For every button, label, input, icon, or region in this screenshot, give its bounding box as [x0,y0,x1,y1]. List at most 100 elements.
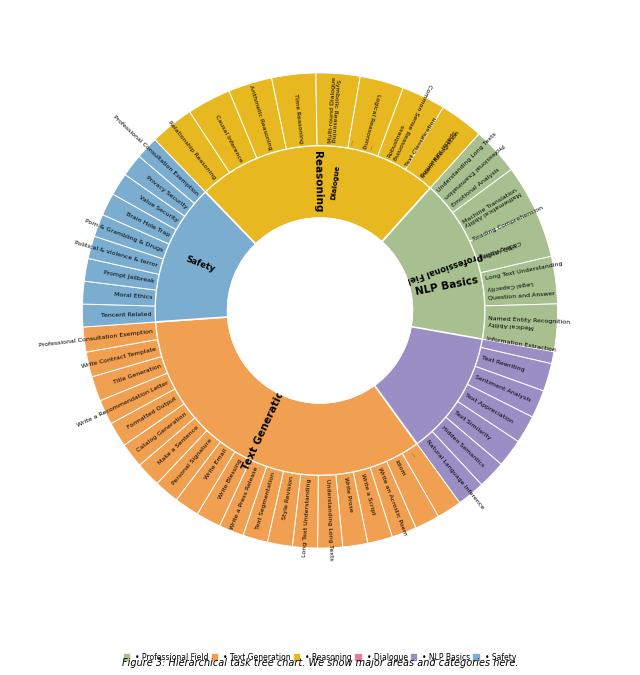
Wedge shape [88,236,163,274]
Wedge shape [480,251,556,289]
Text: Write Prose: Write Prose [342,477,353,512]
Text: Multi-round Dialogue: Multi-round Dialogue [328,76,337,142]
Text: Robustness: Robustness [387,124,406,158]
Wedge shape [353,468,392,543]
Text: Write a Script: Write a Script [360,472,376,515]
Text: Write an Acrostic Poem: Write an Acrostic Poem [378,467,408,537]
Text: Safety: Safety [184,254,216,274]
Legend: • Professional Field, • Text Generation, • Reasoning, • Dialogue, • NLP Basics, : • Professional Field, • Text Generation,… [122,651,518,663]
Wedge shape [320,146,360,221]
Wedge shape [387,454,438,528]
Wedge shape [446,402,518,464]
Text: Text Similarity: Text Similarity [453,410,492,440]
Wedge shape [271,73,317,149]
Text: Political & violence & terror: Political & violence & terror [74,240,159,268]
Wedge shape [417,431,481,503]
Wedge shape [342,151,485,444]
Text: Understanding Long Texts: Understanding Long Texts [324,479,333,560]
Wedge shape [94,215,169,259]
Text: Common Sense Reasoning: Common Sense Reasoning [391,82,432,160]
Wedge shape [483,304,557,352]
Wedge shape [406,107,479,188]
Text: Reasoning: Reasoning [312,151,323,213]
Text: Write a Recommendation Letter: Write a Recommendation Letter [76,380,169,428]
Text: Logical Reasoning: Logical Reasoning [362,92,381,148]
Wedge shape [432,417,501,485]
Wedge shape [220,460,266,535]
Text: Text Segmentation: Text Segmentation [255,472,276,530]
Text: Style Revision: Style Revision [282,476,294,520]
Wedge shape [316,73,360,148]
Wedge shape [292,475,318,548]
Text: Text Rewriting: Text Rewriting [481,356,525,373]
Text: Title Generation: Title Generation [113,364,162,385]
Text: Catalog Generation: Catalog Generation [136,411,188,452]
Wedge shape [455,174,529,233]
Text: Legal Capacity: Legal Capacity [486,280,533,292]
Wedge shape [156,317,417,475]
Text: Understanding Long Texts: Understanding Long Texts [436,131,498,193]
Wedge shape [177,442,235,514]
Wedge shape [268,471,301,547]
Wedge shape [124,404,195,465]
Text: Write a Press Release: Write a Press Release [230,466,259,530]
Wedge shape [484,307,557,335]
Wedge shape [83,304,156,327]
Text: Relationship Reasoning: Relationship Reasoning [167,120,217,181]
Wedge shape [370,462,416,537]
Text: Dialogue: Dialogue [331,165,340,200]
Wedge shape [481,328,556,364]
Text: Emotional Analysis: Emotional Analysis [451,167,500,208]
Text: Professional Consultation Exemption: Professional Consultation Exemption [38,329,153,348]
Wedge shape [140,418,207,483]
Text: Question and Answer: Question and Answer [488,291,555,301]
Wedge shape [197,452,250,526]
Text: Professional Field: Professional Field [400,250,483,287]
Text: ...: ... [410,450,417,458]
Wedge shape [453,169,536,241]
Wedge shape [86,340,161,377]
Text: Privacy Security: Privacy Security [145,175,188,210]
Text: Idiom: Idiom [394,460,406,477]
Wedge shape [83,322,157,352]
Wedge shape [360,80,404,157]
Wedge shape [431,134,511,213]
Wedge shape [155,112,230,192]
Text: Text Classification: Text Classification [405,117,438,167]
Wedge shape [102,194,176,244]
Circle shape [228,218,412,403]
Wedge shape [382,188,485,339]
Wedge shape [465,198,541,250]
Text: Write Email: Write Email [204,448,228,481]
Text: Causal Inference: Causal Inference [214,114,244,163]
Text: Coding Ability: Coding Ability [478,239,522,258]
Text: Arithmetic Reasoning: Arithmetic Reasoning [248,84,273,151]
Wedge shape [379,88,430,165]
Text: Machine Translation: Machine Translation [462,188,518,225]
Text: Make a Sentence: Make a Sentence [157,425,200,466]
Text: Time Reasoning: Time Reasoning [293,93,304,144]
Text: Spatial Reasoning: Spatial Reasoning [419,129,456,177]
Wedge shape [320,73,349,146]
Wedge shape [243,466,284,542]
Text: Text Appreciation: Text Appreciation [465,393,515,425]
Wedge shape [481,256,557,306]
Wedge shape [403,444,460,516]
Wedge shape [470,211,551,273]
Wedge shape [189,91,257,173]
Text: Porn & Grambling & Drugs: Porn & Grambling & Drugs [84,218,164,252]
Text: NLP Basics: NLP Basics [414,275,479,297]
Wedge shape [125,157,195,216]
Wedge shape [378,88,444,169]
Wedge shape [111,389,184,445]
Wedge shape [83,281,156,306]
Text: Reading Comprehension: Reading Comprehension [472,206,544,242]
Wedge shape [458,385,532,441]
Text: Write Contract Template: Write Contract Template [81,346,157,369]
Text: Personal Signature: Personal Signature [172,437,213,485]
Wedge shape [229,78,286,158]
Text: Write Blessing: Write Blessing [218,458,243,500]
Text: Professional Examination: Professional Examination [443,142,505,199]
Text: Moral Ethics: Moral Ethics [114,292,152,300]
Text: English Q&A: English Q&A [479,244,518,261]
